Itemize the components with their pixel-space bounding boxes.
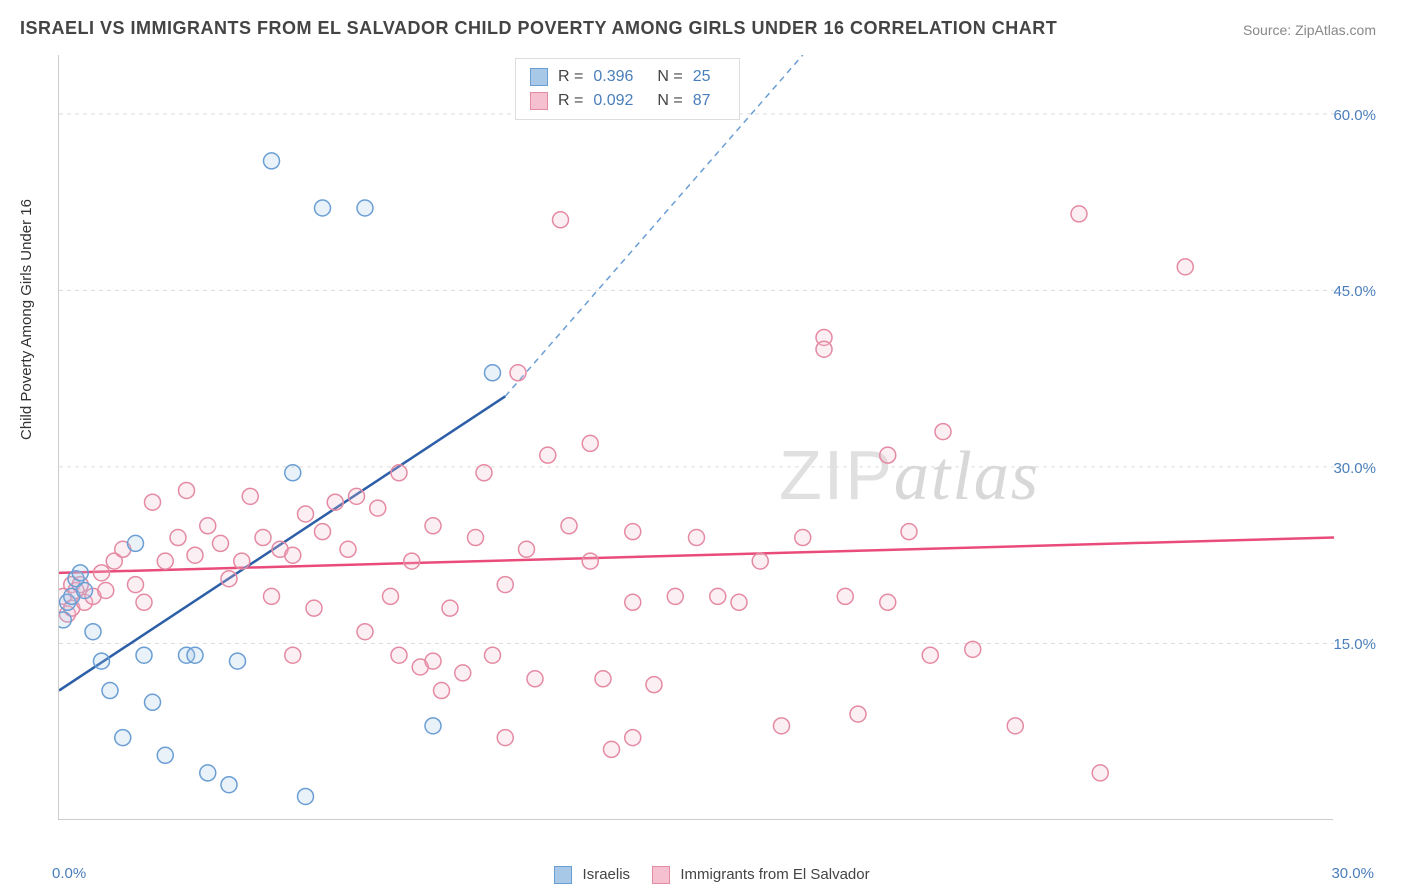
stat-legend-row-immigrants: R = 0.092 N = 87 (530, 89, 725, 113)
y-tick-label-30: 30.0% (1333, 460, 1376, 477)
swatch-immigrants-icon (530, 92, 548, 110)
y-tick-label-45: 45.0% (1333, 283, 1376, 300)
source-attribution: Source: ZipAtlas.com (1243, 22, 1376, 38)
bottom-legend: Israelis Immigrants from El Salvador (0, 866, 1406, 884)
x-tick-label-min: 0.0% (52, 865, 86, 882)
chart-svg (59, 55, 1334, 820)
swatch-israelis-icon (530, 68, 548, 86)
y-tick-label-15: 15.0% (1333, 636, 1376, 653)
r-value: 0.092 (593, 89, 633, 113)
r-value: 0.396 (593, 65, 633, 89)
y-tick-label-60: 60.0% (1333, 107, 1376, 124)
r-label: R = (558, 65, 583, 89)
swatch-israelis-icon (554, 866, 572, 884)
stat-legend-row-israelis: R = 0.396 N = 25 (530, 65, 725, 89)
stat-legend: R = 0.396 N = 25 R = 0.092 N = 87 (515, 58, 740, 120)
n-value: 87 (693, 89, 711, 113)
chart-title: ISRAELI VS IMMIGRANTS FROM EL SALVADOR C… (20, 18, 1057, 39)
x-tick-label-max: 30.0% (1331, 865, 1374, 882)
source-label: Source: (1243, 22, 1291, 38)
n-label: N = (657, 89, 682, 113)
legend-label-immigrants: Immigrants from El Salvador (680, 866, 869, 883)
swatch-immigrants-icon (652, 866, 670, 884)
n-label: N = (657, 65, 682, 89)
r-label: R = (558, 89, 583, 113)
source-value: ZipAtlas.com (1295, 22, 1376, 38)
n-value: 25 (693, 65, 711, 89)
y-axis-label: Child Poverty Among Girls Under 16 (18, 199, 35, 440)
plot-area: ZIPatlas (58, 55, 1333, 820)
legend-label-israelis: Israelis (583, 866, 631, 883)
